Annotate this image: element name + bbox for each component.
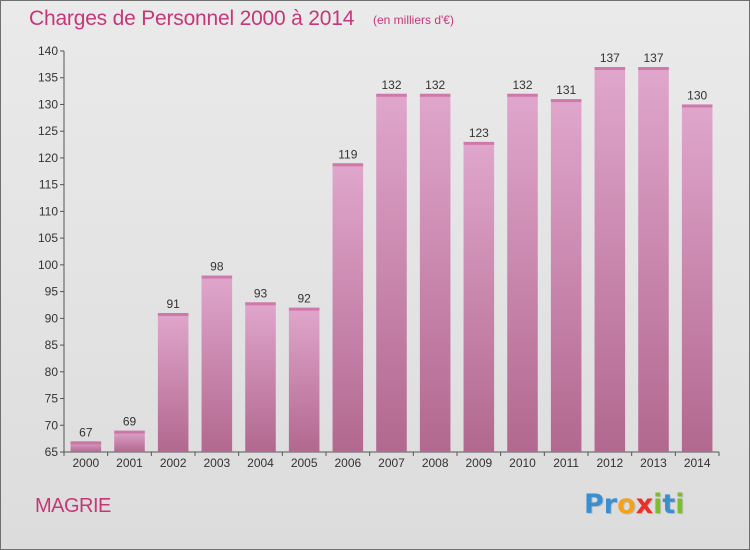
x-tick-label: 2008 xyxy=(422,456,449,470)
bar xyxy=(463,141,495,453)
value-label: 93 xyxy=(254,286,268,300)
logo-letter: x xyxy=(635,489,654,520)
bar xyxy=(550,99,582,453)
y-tick-label: 105 xyxy=(38,231,58,245)
chart-title: Charges de Personnel 2000 à 2014 xyxy=(29,7,355,30)
y-tick-label: 110 xyxy=(39,204,58,218)
x-tick-label: 2001 xyxy=(116,456,143,470)
bars xyxy=(70,67,713,453)
logo-letter: i xyxy=(675,489,685,520)
x-tick-label: 2000 xyxy=(72,456,99,470)
y-tick-label: 85 xyxy=(45,338,59,352)
y-tick-label: 125 xyxy=(38,124,58,138)
bar-top xyxy=(681,104,713,108)
commune-name: MAGRIE xyxy=(35,495,111,517)
y-tick-label: 65 xyxy=(45,445,59,459)
value-labels: 67 69 91 98 93 92 119 132 132 123 132 131 137 137 130 xyxy=(79,51,707,439)
x-tick-label: 2009 xyxy=(465,456,492,470)
bar-top xyxy=(507,93,538,97)
bar xyxy=(201,275,233,452)
bar xyxy=(157,312,189,452)
value-label: 67 xyxy=(79,425,93,439)
y-tick-label: 70 xyxy=(45,418,59,432)
x-tick-label: 2013 xyxy=(640,456,667,470)
bar-top xyxy=(70,441,102,445)
bar xyxy=(507,93,538,453)
bar xyxy=(332,163,364,452)
y-tick-label: 135 xyxy=(38,71,58,85)
x-tick-label: 2011 xyxy=(553,456,579,470)
bar xyxy=(114,430,145,452)
chart-subtitle: (en milliers d'€) xyxy=(373,13,454,27)
value-label: 132 xyxy=(512,78,532,92)
x-tick-label: 2012 xyxy=(596,456,623,470)
bar xyxy=(288,307,320,452)
bar xyxy=(376,93,407,453)
bar-top xyxy=(463,141,495,145)
y-tick-label: 80 xyxy=(45,365,59,379)
x-tick-label: 2002 xyxy=(160,456,187,470)
value-label: 131 xyxy=(556,83,576,97)
value-label: 137 xyxy=(600,51,620,65)
y-tick-label: 120 xyxy=(38,151,58,165)
value-label: 98 xyxy=(210,260,224,274)
bar-top xyxy=(550,99,582,103)
bar-top xyxy=(594,67,626,71)
bar-top xyxy=(201,275,233,279)
x-tick-label: 2005 xyxy=(291,456,318,470)
value-label: 123 xyxy=(469,126,489,140)
bar xyxy=(638,67,669,452)
bar-top xyxy=(157,312,189,316)
y-tick-label: 90 xyxy=(45,311,59,325)
bar xyxy=(70,441,102,452)
bar-top xyxy=(419,93,451,97)
bar-top xyxy=(376,93,407,97)
x-tick-label: 2006 xyxy=(334,456,361,470)
logo-letter: P xyxy=(584,489,604,520)
bar-top xyxy=(114,430,145,434)
logo-letter: t xyxy=(662,489,676,520)
x-tick-label: 2007 xyxy=(378,456,405,470)
logo-letter: o xyxy=(617,489,636,520)
bar xyxy=(681,104,713,452)
value-label: 69 xyxy=(123,415,137,429)
value-label: 130 xyxy=(687,88,707,102)
bar-top xyxy=(638,67,669,71)
bar-top xyxy=(245,302,276,306)
y-tick-label: 100 xyxy=(38,258,58,272)
value-label: 132 xyxy=(381,78,401,92)
logo-letter: r xyxy=(603,489,618,520)
y-tick-label: 75 xyxy=(45,392,59,406)
proxiti-logo: Proxiti xyxy=(584,489,685,520)
value-label: 119 xyxy=(338,147,357,161)
y-tick-label: 130 xyxy=(38,97,58,111)
bar-top xyxy=(288,307,320,311)
value-label: 137 xyxy=(643,51,663,65)
value-label: 132 xyxy=(425,78,445,92)
x-tick-label: 2003 xyxy=(203,456,230,470)
y-tick-label: 115 xyxy=(39,178,58,192)
bar-top xyxy=(332,163,364,167)
y-tick-label: 140 xyxy=(38,44,58,58)
bar xyxy=(245,302,276,452)
x-tick-label: 2004 xyxy=(247,456,274,470)
value-label: 92 xyxy=(297,292,311,306)
bar xyxy=(594,67,626,452)
x-tick-label: 2010 xyxy=(509,456,536,470)
x-tick-label: 2014 xyxy=(684,456,711,470)
value-label: 91 xyxy=(166,297,180,311)
bar xyxy=(419,93,451,453)
logo-letter: i xyxy=(653,489,663,520)
y-tick-label: 95 xyxy=(45,285,59,299)
